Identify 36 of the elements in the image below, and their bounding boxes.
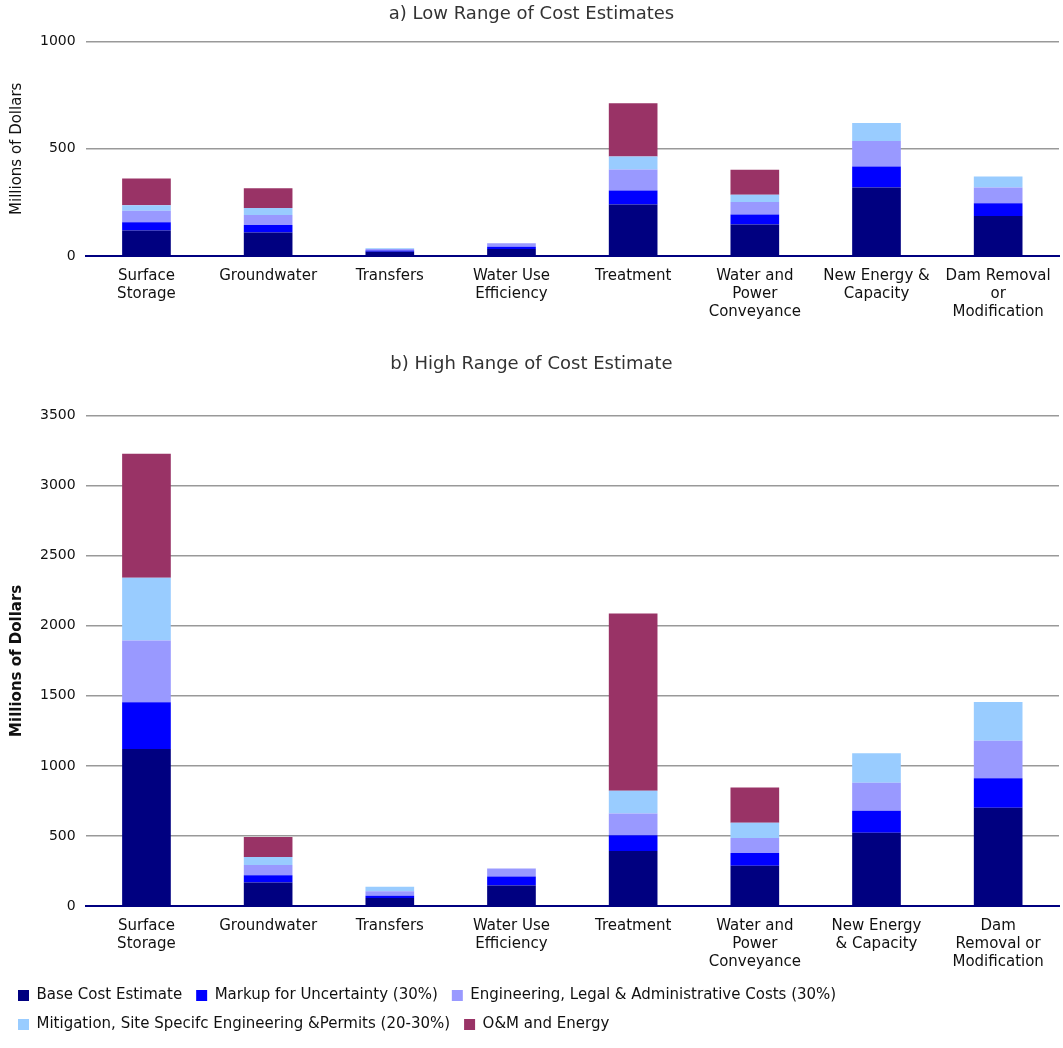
x-tick-label: New Energy & Capacity [831,915,922,952]
y-tick-label: 3000 [39,476,76,493]
x-tick-label: Dam Removal or Modification [945,265,1051,320]
x-tick-label: New Energy & Capacity [823,265,931,302]
legend-label: Base Cost Estimate [36,985,183,1004]
x-tick-label: Water Use Efficiency [472,265,551,302]
y-tick-label: 0 [66,246,76,263]
y-axis-title: Millions of Dollars [6,584,25,737]
x-tick-label: Dam Removal or Modification [952,915,1044,970]
x-tick-label: Groundwater [219,265,318,284]
legend-label: Markup for Uncertainty (30%) [214,985,438,1004]
x-tick-label: Surface Storage [117,915,176,952]
x-tick-label: Water and Power Conveyance [708,915,801,970]
legend-label: O&M and Energy [482,1014,610,1033]
y-tick-label: 500 [48,139,76,156]
chart-title: a) Low Range of Cost Estimates [388,2,675,24]
y-tick-label: 1000 [39,32,76,49]
y-tick-label: 1500 [39,686,76,703]
x-tick-label: Surface Storage [117,265,176,302]
x-tick-label: Treatment [593,915,672,934]
y-tick-label: 500 [48,826,76,843]
y-tick-label: 0 [66,896,76,913]
x-tick-label: Groundwater [219,915,318,934]
y-axis-title: Millions of Dollars [6,82,25,215]
x-tick-label: Water and Power Conveyance [708,265,801,320]
chart-title: b) High Range of Cost Estimate [390,352,673,374]
y-tick-label: 3500 [39,406,76,423]
legend-label: Engineering, Legal & Administrative Costs (30%) [470,985,837,1004]
x-tick-label: Transfers [354,915,425,934]
x-tick-label: Transfers [354,265,425,284]
y-tick-label: 2500 [39,546,76,563]
y-tick-label: 1000 [39,756,76,773]
x-tick-label: Treatment [593,265,672,284]
legend-label: Mitigation, Site Specifc Engineering &Permits (20-30%) [36,1014,451,1033]
y-tick-label: 2000 [39,616,76,633]
x-tick-label: Water Use Efficiency [472,915,551,952]
